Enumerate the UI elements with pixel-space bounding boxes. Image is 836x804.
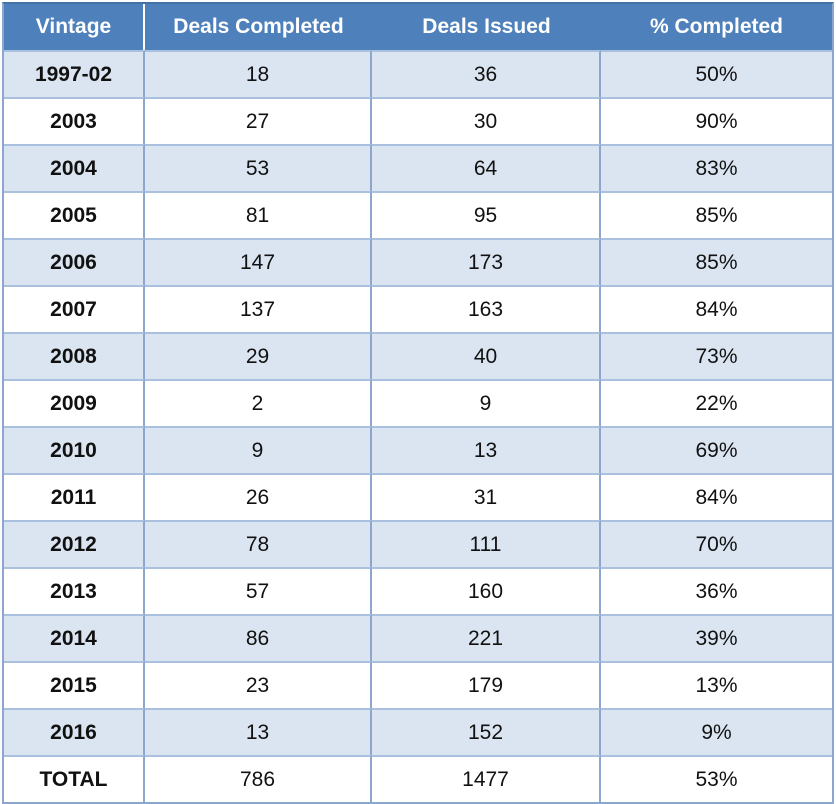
cell-deals-completed: 86 (145, 614, 372, 661)
cell-deals-completed: 13 (145, 708, 372, 755)
cell-deals-issued: 1477 (372, 755, 601, 802)
cell-vintage: 2011 (4, 473, 145, 520)
cell-completed: 85% (601, 238, 832, 285)
cell-deals-issued: 179 (372, 661, 601, 708)
header-row: Vintage Deals Completed Deals Issued% Comp… (4, 4, 832, 50)
cell-completed: 39% (601, 614, 832, 661)
cell-deals-issued: 163 (372, 285, 601, 332)
cell-vintage: 2015 (4, 661, 145, 708)
cell-completed: 13% (601, 661, 832, 708)
cell-completed: 53% (601, 755, 832, 802)
total-row: TOTAL 786 1477 53% (4, 755, 832, 802)
cell-completed: 84% (601, 285, 832, 332)
table-row: 2005 81 95 85% (4, 191, 832, 238)
cell-vintage: 2003 (4, 97, 145, 144)
cell-vintage: 2016 (4, 708, 145, 755)
column-header-deals-completed: Deals Completed (145, 4, 372, 50)
cell-vintage: 2006 (4, 238, 145, 285)
cell-deals-completed: 78 (145, 520, 372, 567)
cell-deals-completed: 23 (145, 661, 372, 708)
cell-deals-completed: 137 (145, 285, 372, 332)
cell-deals-issued: 152 (372, 708, 601, 755)
cell-completed: 85% (601, 191, 832, 238)
cell-vintage: 2010 (4, 426, 145, 473)
cell-completed: 69% (601, 426, 832, 473)
table-row: 2010 9 13 69% (4, 426, 832, 473)
table-row: 2009 2 9 22% (4, 379, 832, 426)
cell-deals-issued: 9 (372, 379, 601, 426)
table-row: 2012 78 111 70% (4, 520, 832, 567)
cell-deals-issued: 13 (372, 426, 601, 473)
table-row: 2008 29 40 73% (4, 332, 832, 379)
cell-deals-issued: 221 (372, 614, 601, 661)
table-row: 2014 86 221 39% (4, 614, 832, 661)
table-row: 2004 53 64 83% (4, 144, 832, 191)
cell-deals-completed: 27 (145, 97, 372, 144)
cell-completed: 83% (601, 144, 832, 191)
cell-vintage: 2009 (4, 379, 145, 426)
cell-deals-issued: 160 (372, 567, 601, 614)
cell-deals-completed: 18 (145, 50, 372, 97)
table-row: 2016 13 152 9% (4, 708, 832, 755)
column-header-completed: % Completed (601, 4, 832, 50)
cell-deals-issued: 95 (372, 191, 601, 238)
cell-deals-completed: 53 (145, 144, 372, 191)
cell-deals-issued: 31 (372, 473, 601, 520)
cell-completed: 73% (601, 332, 832, 379)
table-row: 2015 23 179 13% (4, 661, 832, 708)
cell-deals-issued: 111 (372, 520, 601, 567)
table-row: 2003 27 30 90% (4, 97, 832, 144)
cell-deals-issued: 173 (372, 238, 601, 285)
cell-deals-completed: 9 (145, 426, 372, 473)
cell-vintage: 1997-02 (4, 50, 145, 97)
cell-deals-completed: 2 (145, 379, 372, 426)
cell-vintage: 2014 (4, 614, 145, 661)
cell-vintage: 2005 (4, 191, 145, 238)
column-header-deals-issued: Deals Issued (372, 4, 601, 50)
column-header-vintage: Vintage (4, 4, 145, 50)
cell-completed: 84% (601, 473, 832, 520)
cell-completed: 50% (601, 50, 832, 97)
cell-deals-completed: 786 (145, 755, 372, 802)
cell-vintage: 2013 (4, 567, 145, 614)
cell-completed: 70% (601, 520, 832, 567)
cell-completed: 22% (601, 379, 832, 426)
cell-deals-completed: 81 (145, 191, 372, 238)
cell-deals-issued: 64 (372, 144, 601, 191)
cell-completed: 36% (601, 567, 832, 614)
table-row: 2011 26 31 84% (4, 473, 832, 520)
cell-deals-completed: 147 (145, 238, 372, 285)
cell-deals-completed: 29 (145, 332, 372, 379)
cell-deals-issued: 30 (372, 97, 601, 144)
cell-deals-issued: 36 (372, 50, 601, 97)
table-row: 2007 137 163 84% (4, 285, 832, 332)
cell-deals-issued: 40 (372, 332, 601, 379)
cell-vintage: 2012 (4, 520, 145, 567)
cell-vintage: 2007 (4, 285, 145, 332)
cell-completed: 90% (601, 97, 832, 144)
table-row: 1997-02 18 36 50% (4, 50, 832, 97)
cell-vintage: 2004 (4, 144, 145, 191)
cell-completed: 9% (601, 708, 832, 755)
cell-vintage: 2008 (4, 332, 145, 379)
table-row: 2013 57 160 36% (4, 567, 832, 614)
cell-deals-completed: 57 (145, 567, 372, 614)
table-row: 2006 147 173 85% (4, 238, 832, 285)
cell-vintage: TOTAL (4, 755, 145, 802)
table-body: 1997-02 18 36 50% 2003 27 30 90% 2004 53 64 83% 2005… (4, 50, 832, 802)
cell-deals-completed: 26 (145, 473, 372, 520)
